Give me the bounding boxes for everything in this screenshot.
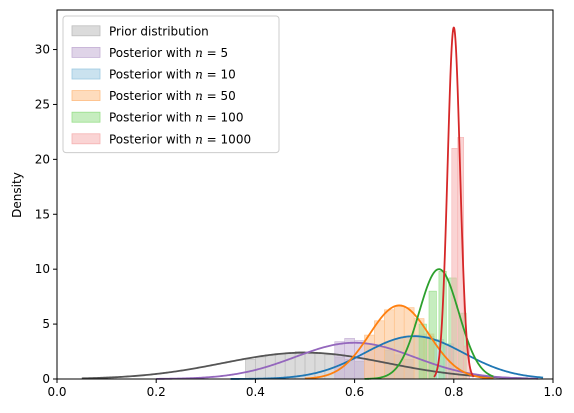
legend-label-3: Posterior with n = 50 (109, 89, 236, 103)
y-axis-label: Density (10, 172, 24, 218)
x-tick-label: 0.4 (246, 385, 265, 399)
legend-label-0: Prior distribution (109, 24, 209, 38)
x-axis: 0.0 0.2 0.4 0.6 0.8 1.0 (47, 379, 563, 399)
kde-curve-series-2 (230, 335, 544, 380)
legend-swatch-2 (71, 68, 101, 80)
legend-swatch-4 (71, 111, 101, 123)
y-tick-label: 20 (35, 152, 50, 166)
legend-swatch-5 (71, 133, 101, 145)
legend-swatch-1 (71, 47, 101, 58)
legend-label-5: Posterior with n = 1000 (109, 132, 251, 146)
y-tick-label: 30 (35, 43, 50, 57)
hist-bar-series-5-bin-1 (451, 148, 459, 380)
hist-bar-series-0-bin-0 (245, 358, 256, 380)
kde-curve-series-3 (304, 304, 494, 380)
x-tick-label: 1.0 (543, 385, 562, 399)
x-tick-label: 0.2 (147, 385, 166, 399)
x-tick-label: 0.6 (345, 385, 364, 399)
hist-bar-series-1-bin-2 (354, 340, 365, 380)
y-tick-label: 5 (42, 317, 50, 331)
hist-bar-series-3-bin-2 (384, 309, 395, 380)
hist-bar-series-3-bin-1 (374, 320, 385, 380)
x-tick-label: 0.0 (47, 385, 66, 399)
hist-bar-series-0-bin-7 (314, 353, 326, 380)
legend-box (62, 15, 280, 154)
kde-curve-series-5 (433, 26, 475, 378)
legend-swatch-3 (71, 90, 101, 101)
kde-curve-series-1 (156, 341, 539, 380)
legend-label-1: Posterior with n = 5 (109, 46, 228, 60)
kde-curve-series-4 (364, 268, 494, 380)
legend-label-4: Posterior with n = 100 (109, 111, 243, 125)
legend-label-2: Posterior with n = 10 (109, 68, 236, 82)
y-tick-label: 0 (42, 372, 50, 386)
hist-bar-series-1-bin-0 (334, 341, 345, 380)
y-axis: 0 5 10 15 20 25 30 (35, 43, 57, 386)
y-tick-label: 10 (35, 262, 50, 276)
plot-frame (56, 9, 554, 380)
y-tick-label: 15 (35, 207, 50, 221)
legend: Prior distribution Posterior with n = 5 Po… (62, 15, 280, 154)
x-tick-label: 0.8 (444, 385, 463, 399)
y-tick-label: 25 (35, 97, 50, 111)
legend-swatch-0 (71, 25, 101, 37)
kde-curve-layer (81, 26, 544, 380)
hist-bar-series-0-bin-3 (274, 353, 286, 380)
hist-bar-series-0-bin-4 (284, 352, 296, 380)
hist-bar-series-3-bin-0 (364, 334, 375, 380)
